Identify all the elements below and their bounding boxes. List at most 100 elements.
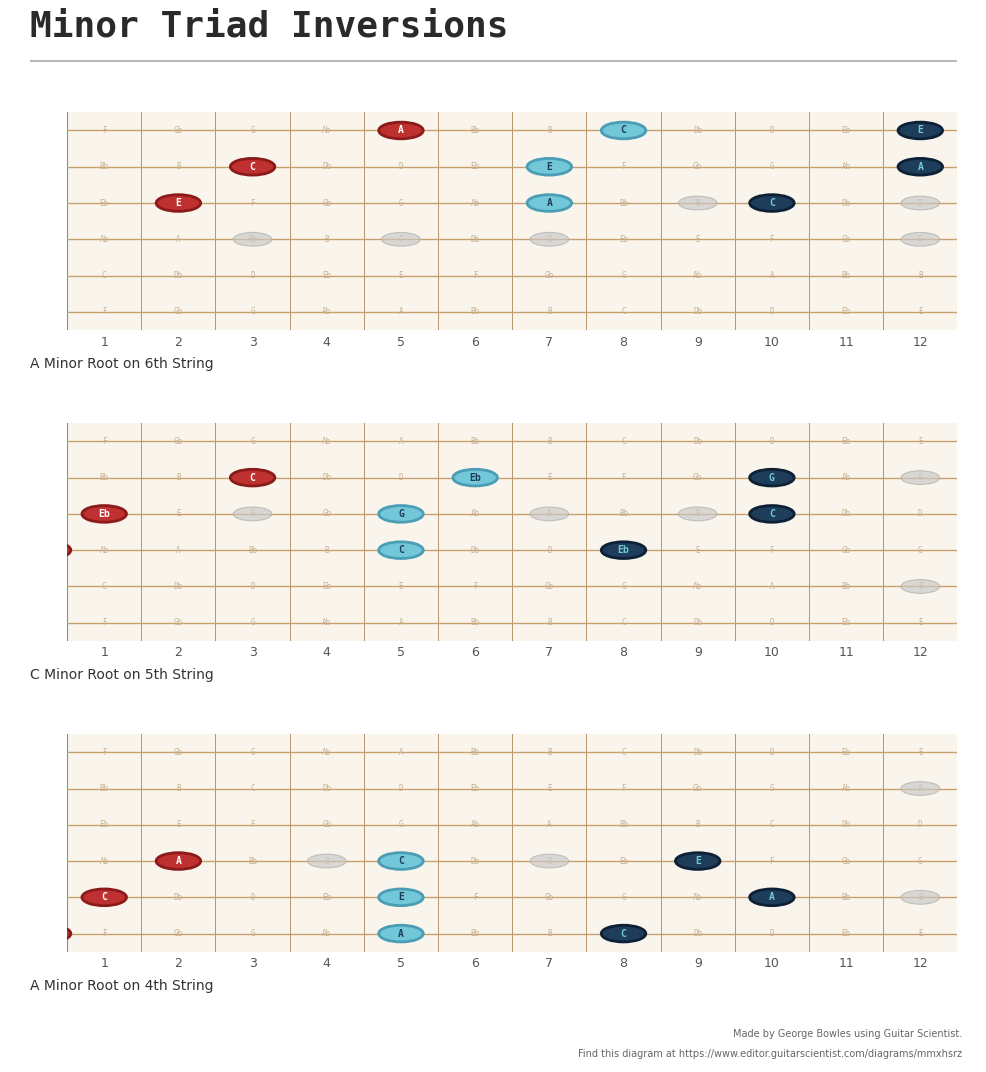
Text: B: B	[176, 473, 180, 482]
Text: G: G	[917, 546, 922, 554]
Text: Gb: Gb	[841, 857, 850, 865]
Text: A: A	[397, 928, 403, 939]
Text: Ab: Ab	[841, 784, 850, 793]
Ellipse shape	[233, 507, 271, 521]
Text: D: D	[769, 748, 773, 757]
Text: G: G	[620, 582, 625, 591]
Text: Db: Db	[174, 893, 182, 902]
Text: Bb: Bb	[618, 198, 627, 208]
Text: A: A	[176, 546, 180, 554]
Text: G: G	[43, 507, 51, 520]
Text: C: C	[620, 125, 626, 135]
Text: B: B	[546, 619, 551, 627]
Text: Gb: Gb	[174, 748, 182, 757]
Text: B: B	[176, 784, 180, 793]
Text: A: A	[398, 308, 403, 316]
Ellipse shape	[27, 925, 71, 942]
Text: Bb: Bb	[841, 893, 850, 902]
Text: A Minor Root on 4th String: A Minor Root on 4th String	[30, 979, 213, 993]
Text: B: B	[176, 162, 180, 172]
Text: C: C	[250, 162, 254, 172]
Text: C: C	[249, 162, 255, 172]
Text: D: D	[43, 233, 51, 245]
Ellipse shape	[233, 233, 271, 247]
Text: F: F	[102, 437, 106, 446]
Ellipse shape	[529, 854, 568, 868]
Text: Ab: Ab	[692, 893, 702, 902]
Text: A Minor Root on 6th String: A Minor Root on 6th String	[30, 357, 213, 371]
Text: Bb: Bb	[470, 748, 479, 757]
Text: Db: Db	[470, 235, 479, 243]
Ellipse shape	[900, 233, 939, 247]
Text: A: A	[398, 126, 403, 135]
Text: E: E	[917, 748, 922, 757]
Ellipse shape	[749, 506, 794, 522]
Text: Gb: Gb	[174, 308, 182, 316]
Text: Bb: Bb	[470, 126, 479, 135]
Ellipse shape	[379, 852, 423, 869]
Text: Gb: Gb	[692, 784, 702, 793]
Text: E: E	[916, 125, 922, 135]
Text: F: F	[769, 857, 773, 865]
Text: C: C	[620, 929, 625, 938]
Text: F: F	[472, 893, 477, 902]
Text: A: A	[43, 580, 51, 593]
Text: E: E	[398, 582, 403, 591]
Text: Eb: Eb	[841, 437, 850, 446]
Text: Db: Db	[692, 619, 702, 627]
Text: C: C	[769, 509, 773, 519]
Ellipse shape	[529, 233, 568, 247]
Text: E: E	[546, 784, 551, 793]
Text: Eb: Eb	[99, 509, 110, 519]
Text: Bb: Bb	[100, 162, 108, 172]
Text: C: C	[769, 820, 773, 830]
Text: Db: Db	[321, 784, 331, 793]
Text: Ab: Ab	[692, 582, 702, 591]
Text: Db: Db	[470, 857, 479, 865]
Text: D: D	[546, 857, 551, 865]
Text: Db: Db	[692, 308, 702, 316]
Text: A: A	[917, 162, 922, 172]
Text: F: F	[472, 582, 477, 591]
Text: E: E	[43, 746, 51, 759]
Text: F: F	[769, 235, 773, 243]
Text: G: G	[769, 473, 773, 482]
Text: Gb: Gb	[692, 162, 702, 172]
Ellipse shape	[897, 122, 942, 138]
Text: Eb: Eb	[321, 582, 331, 591]
Text: C: C	[102, 893, 106, 902]
Text: Find this diagram at https://www.editor.guitarscientist.com/diagrams/mmxhsrz: Find this diagram at https://www.editor.…	[578, 1049, 961, 1059]
Text: E: E	[695, 235, 699, 243]
Ellipse shape	[900, 471, 939, 485]
Text: D: D	[917, 820, 922, 830]
Ellipse shape	[749, 889, 794, 906]
Text: Db: Db	[174, 582, 182, 591]
Text: E: E	[176, 198, 181, 208]
Text: B: B	[546, 748, 551, 757]
Text: Gb: Gb	[321, 820, 331, 830]
Text: Eb: Eb	[470, 784, 479, 793]
Text: F: F	[620, 162, 625, 172]
Text: Ab: Ab	[100, 235, 108, 243]
Text: A: A	[769, 271, 773, 280]
Text: C: C	[249, 473, 255, 482]
Text: C: C	[620, 308, 625, 316]
Text: Bb: Bb	[470, 929, 479, 938]
Text: Eb: Eb	[470, 473, 479, 482]
Text: Db: Db	[841, 509, 850, 519]
Ellipse shape	[897, 159, 942, 175]
Text: Eb: Eb	[841, 126, 850, 135]
Text: E: E	[398, 271, 403, 280]
Text: Ab: Ab	[321, 126, 331, 135]
Text: B: B	[546, 308, 551, 316]
Text: D: D	[250, 893, 254, 902]
Text: Db: Db	[692, 437, 702, 446]
Text: Gb: Gb	[544, 582, 553, 591]
Text: A: A	[546, 509, 551, 519]
Text: Ab: Ab	[470, 198, 479, 208]
Text: A: A	[398, 437, 403, 446]
Text: Ab: Ab	[692, 271, 702, 280]
Text: C: C	[768, 198, 774, 208]
Text: G: G	[917, 235, 922, 243]
Text: D: D	[250, 271, 254, 280]
